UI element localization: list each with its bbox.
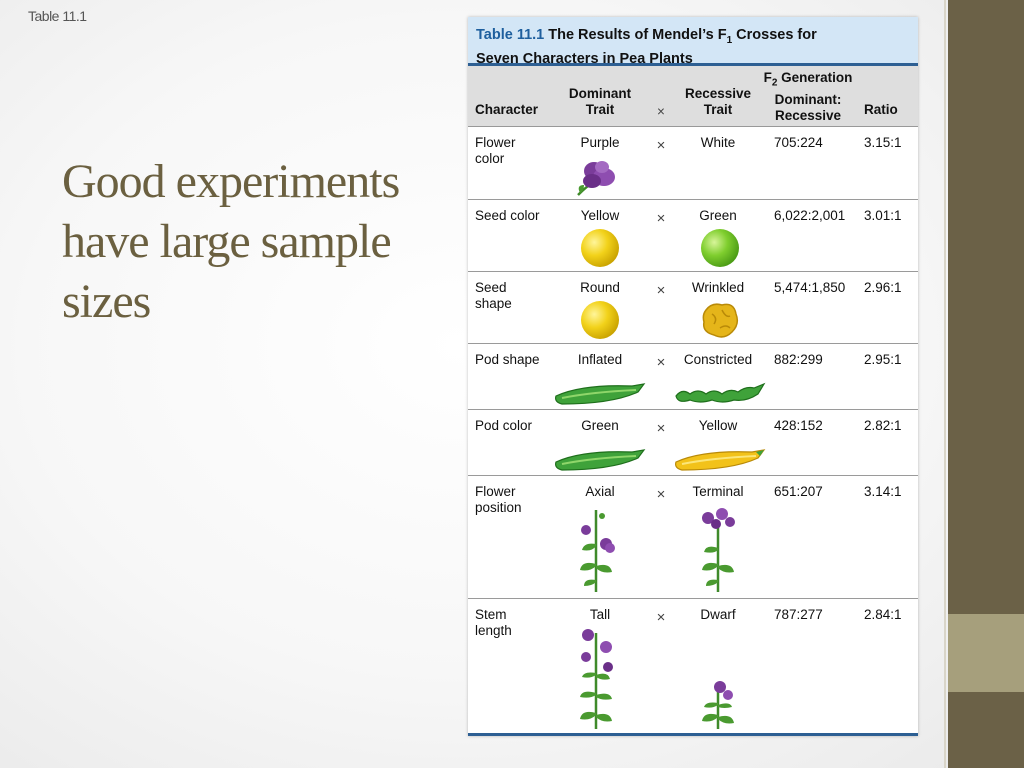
terminal-flower-plant-icon bbox=[702, 508, 735, 592]
header-recessive-line2: Trait bbox=[703, 102, 733, 117]
wrinkled-seed-icon bbox=[702, 303, 739, 338]
tall-plant-icon bbox=[580, 629, 613, 729]
header-f2-line3: Recessive bbox=[774, 107, 842, 123]
inflated-pod-icon bbox=[555, 383, 646, 405]
row-f2-counts: 428:152 bbox=[774, 418, 823, 433]
table-row-pod-shape: Pod shape Inflated × Constricted 882:299… bbox=[468, 344, 918, 410]
row-f2-counts: 705:224 bbox=[774, 135, 823, 150]
row-dominant: Round bbox=[580, 280, 620, 295]
row-recessive: Green bbox=[699, 208, 737, 223]
table-header-row: Character Dominant Trait × Recessive Tra… bbox=[468, 66, 918, 127]
decorative-sidebar-accent bbox=[948, 614, 1024, 692]
header-dominant-line2: Trait bbox=[585, 102, 615, 117]
table-number: Table 11.1 bbox=[476, 27, 545, 43]
row-cross: × bbox=[656, 137, 666, 154]
header-dominant: Dominant Trait bbox=[550, 86, 650, 118]
row-recessive: Constricted bbox=[683, 352, 753, 367]
sidebar-divider bbox=[944, 0, 946, 768]
row-cross: × bbox=[656, 609, 666, 626]
header-recessive: Recessive Trait bbox=[678, 86, 758, 118]
row-f2-counts: 787:277 bbox=[774, 607, 823, 622]
row-ratio: 3.15:1 bbox=[864, 135, 902, 150]
row-character: Pod color bbox=[475, 418, 533, 433]
row-ratio: 2.96:1 bbox=[864, 280, 902, 295]
row-recessive: Terminal bbox=[692, 484, 744, 499]
row-f2-counts: 5,474:1,850 bbox=[774, 280, 846, 295]
table-row-stem-length: Stem length Tall × Dwarf 787:277 2.84:1 bbox=[468, 599, 918, 733]
row-dominant: Inflated bbox=[577, 352, 623, 367]
row-character: Seed shape bbox=[475, 280, 512, 312]
table-row-flower-position: Flower position Axial × Terminal 651:207 … bbox=[468, 476, 918, 599]
axial-flower-plant-icon bbox=[580, 510, 615, 592]
row-f2-counts: 882:299 bbox=[774, 352, 823, 367]
table-row-pod-color: Pod color Green × Yellow 428:152 2.82:1 bbox=[468, 410, 918, 476]
row-character: Seed color bbox=[475, 208, 540, 223]
purple-flower-icon bbox=[577, 161, 615, 196]
table-title: Table 11.1 The Results of Mendel’s F1 Cro… bbox=[468, 17, 918, 67]
row-cross: × bbox=[656, 354, 666, 371]
header-f2-line1b: Generation bbox=[777, 70, 853, 85]
table-row-seed-shape: Seed shape Round × Wrinkled 5,474:1,850 2… bbox=[468, 272, 918, 344]
row-dominant: Green bbox=[581, 418, 619, 433]
row-cross: × bbox=[656, 420, 666, 437]
table-title-subscript: 1 bbox=[726, 34, 733, 46]
row-recessive: White bbox=[700, 135, 736, 150]
header-f2-line2: Dominant: bbox=[774, 91, 842, 107]
table-title-line2: Seven Characters in Pea Plants bbox=[476, 50, 693, 67]
table-title-line1: The Results of Mendel’s F bbox=[548, 27, 727, 43]
yellow-pod-icon bbox=[675, 449, 766, 471]
row-ratio: 3.14:1 bbox=[864, 484, 902, 499]
green-seed-icon bbox=[701, 229, 739, 267]
row-character: Flower position bbox=[475, 484, 522, 516]
row-character-line1: Stem bbox=[475, 607, 507, 622]
row-recessive: Wrinkled bbox=[691, 280, 745, 295]
row-cross: × bbox=[656, 210, 666, 227]
row-ratio: 2.84:1 bbox=[864, 607, 902, 622]
row-character-line2: length bbox=[475, 623, 512, 638]
row-dominant: Yellow bbox=[580, 208, 620, 223]
mendel-results-table: Table 11.1 The Results of Mendel’s F1 Cro… bbox=[468, 17, 918, 736]
row-ratio: 2.95:1 bbox=[864, 352, 902, 367]
yellow-seed-icon bbox=[581, 229, 619, 267]
row-ratio: 2.82:1 bbox=[864, 418, 902, 433]
header-cross: × bbox=[657, 104, 665, 119]
table-row-seed-color: Seed color Yellow × Green 6,022:2,001 3.… bbox=[468, 200, 918, 272]
table-title-line1-end: Crosses for bbox=[732, 27, 817, 43]
row-character-line1: Seed bbox=[475, 280, 507, 295]
row-dominant: Axial bbox=[585, 484, 615, 499]
row-character-line2: color bbox=[475, 151, 505, 166]
row-character: Flower color bbox=[475, 135, 516, 167]
slide-corner-label: Table 11.1 bbox=[28, 8, 87, 24]
row-character: Pod shape bbox=[475, 352, 540, 367]
row-cross: × bbox=[656, 282, 666, 299]
dwarf-plant-icon bbox=[702, 681, 734, 729]
table-row-flower-color: Flower color Purple × White 705:224 3.15:… bbox=[468, 127, 918, 200]
row-character-line2: position bbox=[475, 500, 522, 515]
row-dominant: Tall bbox=[589, 607, 611, 622]
header-f2-line1a: F bbox=[763, 70, 772, 85]
row-character-line1: Flower bbox=[475, 484, 516, 499]
header-f2-generation: F2 Generation Dominant: Recessive bbox=[758, 70, 858, 124]
row-character-line2: shape bbox=[475, 296, 512, 311]
row-cross: × bbox=[656, 486, 666, 503]
header-dominant-line1: Dominant bbox=[568, 86, 632, 101]
header-recessive-line1: Recessive bbox=[684, 86, 752, 101]
header-character: Character bbox=[475, 102, 539, 117]
row-f2-counts: 6,022:2,001 bbox=[774, 208, 846, 223]
constricted-pod-icon bbox=[675, 382, 766, 403]
green-pod-icon bbox=[555, 449, 646, 471]
row-character: Stem length bbox=[475, 607, 512, 639]
row-character-line1: Flower bbox=[475, 135, 516, 150]
slide-heading: Good experiments have large sample sizes bbox=[62, 155, 400, 328]
row-dominant: Purple bbox=[580, 135, 620, 150]
row-f2-counts: 651:207 bbox=[774, 484, 823, 499]
round-seed-icon bbox=[581, 301, 619, 339]
row-recessive: Dwarf bbox=[700, 607, 736, 622]
row-recessive: Yellow bbox=[698, 418, 738, 433]
header-f2-subscript: 2 bbox=[771, 77, 778, 89]
row-ratio: 3.01:1 bbox=[864, 208, 902, 223]
header-ratio: Ratio bbox=[864, 102, 898, 117]
